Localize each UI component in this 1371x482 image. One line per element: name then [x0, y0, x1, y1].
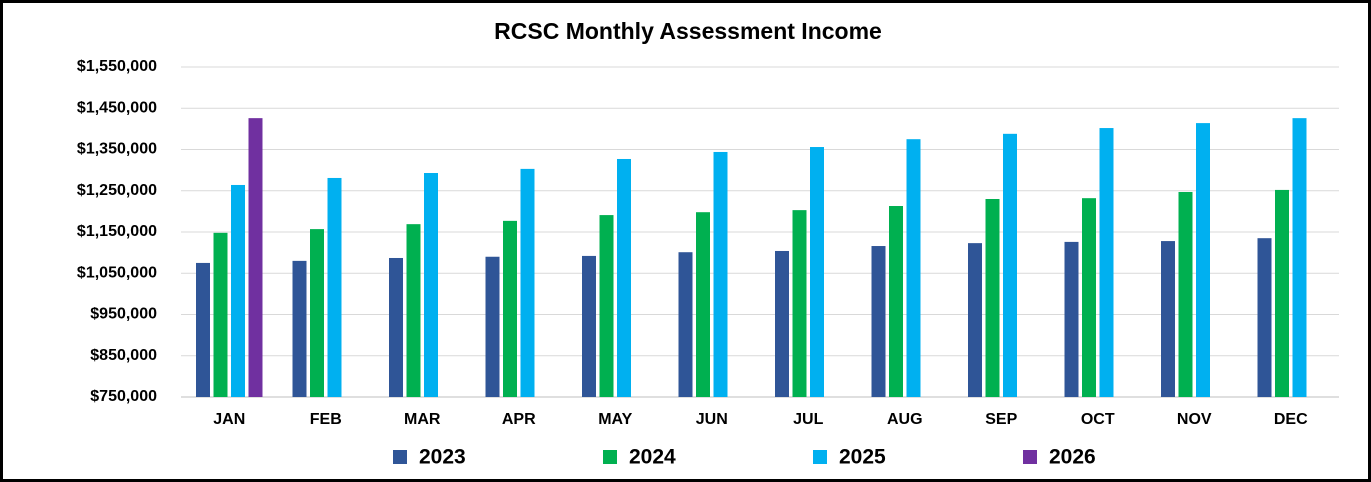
y-tick-label: $1,250,000: [77, 182, 157, 199]
bar: [775, 250, 789, 397]
bar: [1275, 189, 1289, 397]
bar: [196, 262, 210, 397]
x-tick-label: DEC: [1274, 411, 1308, 428]
bar: [968, 243, 982, 397]
x-tick-label: FEB: [310, 411, 342, 428]
bar: [327, 177, 342, 397]
bar: [1099, 128, 1114, 398]
bar: [1064, 241, 1079, 397]
bar: [292, 260, 307, 397]
legend-swatch: [603, 450, 617, 464]
bar: [1178, 191, 1193, 397]
x-tick-label: NOV: [1177, 411, 1212, 428]
bar: [696, 212, 710, 397]
legend-label: 2026: [1049, 446, 1096, 469]
bar: [678, 252, 693, 397]
bar: [906, 139, 921, 397]
bar: [520, 168, 535, 397]
bar: [582, 255, 596, 397]
bar: [406, 224, 421, 397]
y-tick-label: $1,150,000: [77, 223, 157, 240]
x-tick-label: JUN: [696, 411, 728, 428]
y-tick-label: $1,050,000: [77, 264, 157, 281]
bar: [1292, 118, 1307, 398]
bar: [1196, 123, 1210, 397]
bar: [1003, 133, 1017, 397]
bar: [231, 184, 245, 397]
x-tick-label: JAN: [213, 411, 245, 428]
bar: [424, 173, 438, 397]
legend-swatch: [393, 450, 407, 464]
legend-label: 2023: [419, 446, 466, 469]
bar: [310, 229, 324, 397]
x-tick-label: AUG: [887, 411, 923, 428]
bar: [485, 256, 500, 397]
bar: [792, 210, 807, 397]
y-tick-label: $950,000: [90, 306, 157, 323]
x-tick-label: MAR: [404, 411, 441, 428]
legend-label: 2024: [629, 446, 676, 469]
x-tick-label: OCT: [1081, 411, 1115, 428]
bar: [713, 151, 728, 397]
bar: [617, 158, 631, 397]
y-tick-label: $850,000: [90, 347, 157, 364]
y-tick-label: $750,000: [90, 388, 157, 405]
bar: [889, 206, 903, 397]
x-tick-label: SEP: [985, 411, 1017, 428]
y-tick-label: $1,450,000: [77, 99, 157, 116]
y-tick-label: $1,550,000: [77, 58, 157, 75]
bar: [1082, 198, 1096, 397]
bar: [1161, 241, 1175, 397]
bar: [389, 257, 403, 397]
x-tick-label: MAY: [598, 411, 632, 428]
bar: [985, 199, 1000, 397]
legend-swatch: [1023, 450, 1037, 464]
x-tick-label: APR: [502, 411, 536, 428]
y-tick-label: $1,350,000: [77, 141, 157, 158]
bar: [213, 232, 228, 397]
bar: [871, 246, 886, 397]
legend-label: 2025: [839, 446, 886, 469]
bar: [1257, 238, 1272, 397]
bar: [810, 147, 824, 397]
legend-swatch: [813, 450, 827, 464]
chart-title: RCSC Monthly Assessment Income: [494, 18, 882, 44]
bar: [599, 215, 614, 397]
x-tick-label: JUL: [793, 411, 823, 428]
bar: [248, 118, 263, 398]
bar: [503, 220, 517, 397]
